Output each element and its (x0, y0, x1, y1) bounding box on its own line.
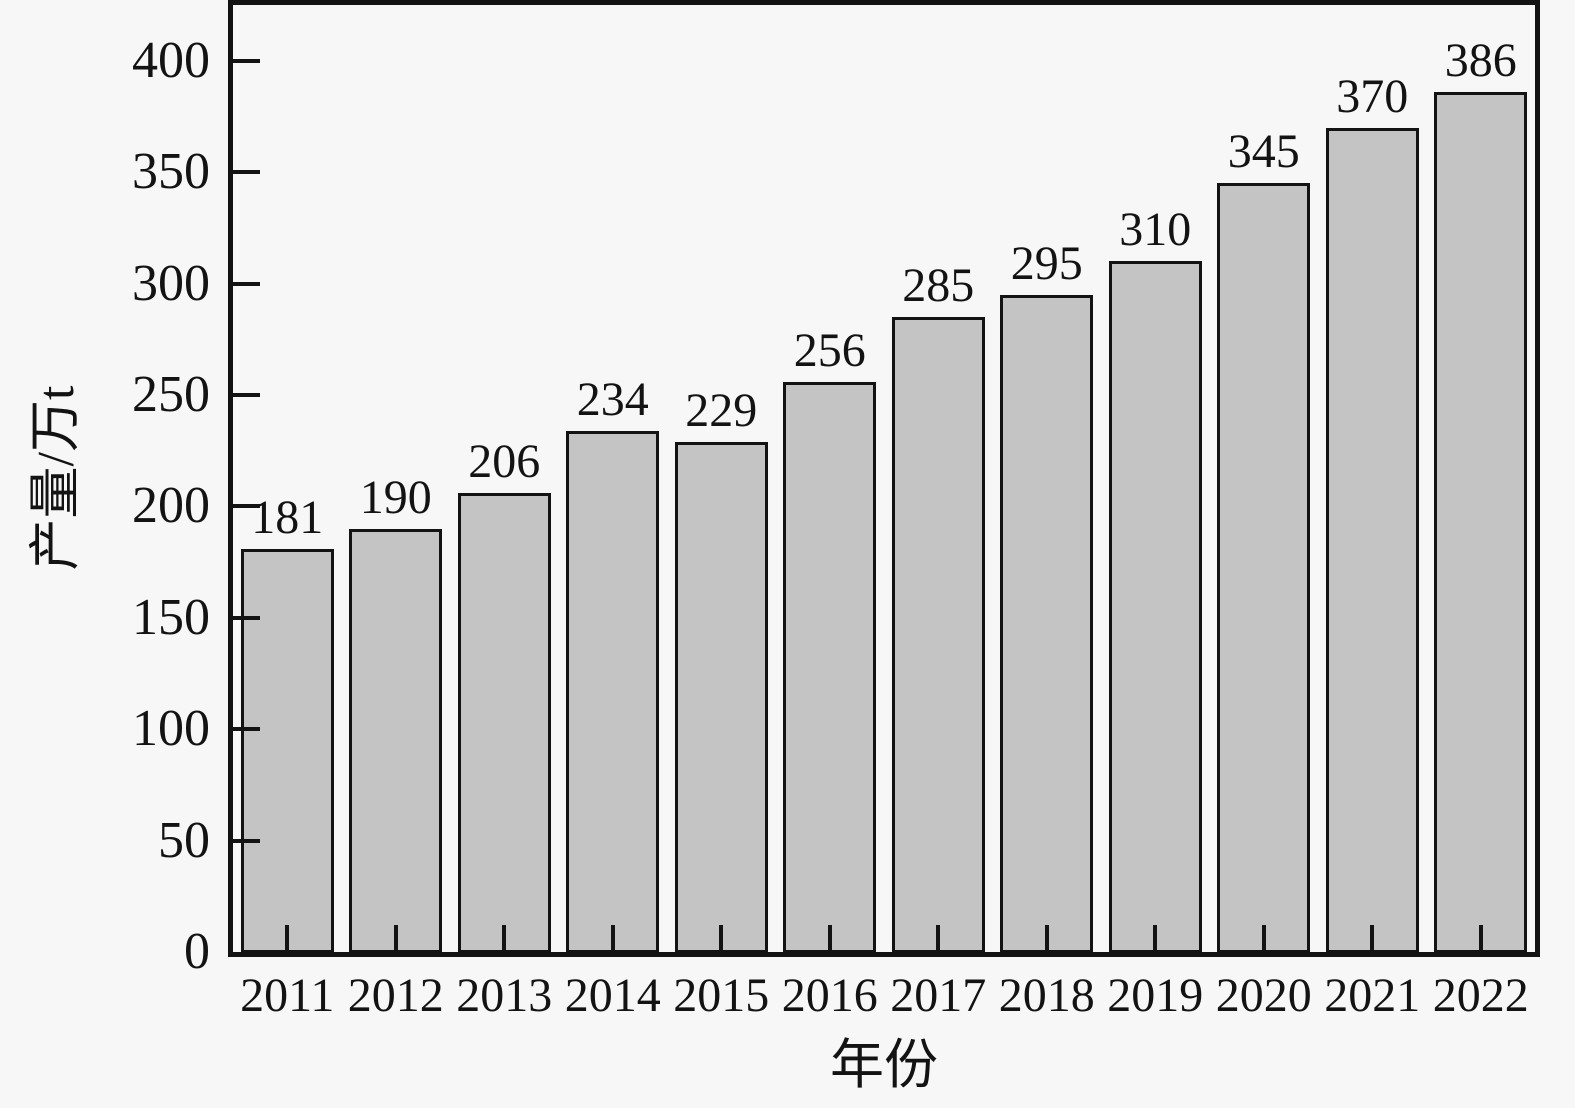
x-tick-label-2016: 2016 (781, 969, 878, 1022)
y-tick-label-400: 400 (132, 31, 210, 89)
y-tick-label-200: 200 (132, 477, 210, 535)
bar-2020 (1217, 183, 1311, 952)
x-tick-mark-2016 (827, 925, 832, 952)
bar-2014 (566, 431, 660, 952)
bar-2022 (1434, 92, 1528, 952)
bar-value-label-2020: 345 (1227, 125, 1300, 178)
bar-2021 (1325, 128, 1419, 952)
bar-value-label-2014: 234 (576, 373, 649, 426)
y-tick-mark-50 (233, 838, 260, 843)
plot-area: 181 190 206 234 229 256 285 295 310 345 370 386 (228, 0, 1540, 957)
x-tick-label-2019: 2019 (1107, 969, 1204, 1022)
bar-2018 (1000, 295, 1094, 952)
y-tick-label-100: 100 (132, 700, 210, 758)
bar-2013 (457, 493, 551, 952)
x-tick-label-2012: 2012 (347, 969, 444, 1022)
x-tick-mark-2013 (502, 925, 507, 952)
bar-value-label-2021: 370 (1336, 70, 1409, 123)
bar-value-label-2013: 206 (468, 435, 541, 488)
x-tick-label-2021: 2021 (1324, 969, 1421, 1022)
y-tick-mark-100 (233, 727, 260, 732)
y-tick-mark-200 (233, 504, 260, 509)
x-tick-mark-2020 (1261, 925, 1266, 952)
bar-2016 (783, 382, 877, 952)
x-tick-label-2017: 2017 (890, 969, 987, 1022)
bar-2011 (240, 549, 334, 952)
y-tick-label-50: 50 (158, 811, 210, 869)
x-tick-label-2011: 2011 (240, 969, 335, 1022)
x-tick-mark-2021 (1370, 925, 1375, 952)
x-tick-mark-2019 (1153, 925, 1158, 952)
x-tick-label-2020: 2020 (1215, 969, 1312, 1022)
bar-value-label-2017: 285 (902, 259, 975, 312)
x-tick-mark-2015 (719, 925, 724, 952)
bar-2017 (891, 317, 985, 952)
x-tick-mark-2017 (936, 925, 941, 952)
bar-value-label-2012: 190 (359, 471, 432, 524)
bar-value-label-2022: 386 (1444, 34, 1517, 87)
y-tick-mark-400 (233, 58, 260, 63)
y-tick-mark-350 (233, 170, 260, 175)
bar-2015 (674, 442, 768, 952)
x-tick-label-2015: 2015 (673, 969, 770, 1022)
bar-value-label-2011: 181 (251, 491, 324, 544)
bar-value-label-2018: 295 (1010, 237, 1083, 290)
y-tick-label-300: 300 (132, 254, 210, 312)
bar-value-label-2016: 256 (793, 324, 866, 377)
x-tick-mark-2022 (1478, 925, 1483, 952)
y-tick-mark-300 (233, 281, 260, 286)
x-tick-label-2014: 2014 (564, 969, 661, 1022)
x-tick-label-2018: 2018 (998, 969, 1095, 1022)
y-tick-mark-250 (233, 392, 260, 397)
x-tick-mark-2012 (393, 925, 398, 952)
bar-value-label-2015: 229 (685, 384, 758, 437)
y-tick-label-350: 350 (132, 143, 210, 201)
bar-2019 (1108, 261, 1202, 952)
x-tick-label-2022: 2022 (1432, 969, 1529, 1022)
y-tick-label-250: 250 (132, 365, 210, 423)
bar-value-label-2019: 310 (1119, 203, 1192, 256)
y-tick-label-150: 150 (132, 588, 210, 646)
x-tick-mark-2014 (610, 925, 615, 952)
x-tick-mark-2011 (285, 925, 290, 952)
bar-2012 (349, 529, 443, 952)
x-axis-title: 年份 (830, 1035, 938, 1095)
x-tick-mark-2018 (1044, 925, 1049, 952)
y-tick-mark-150 (233, 615, 260, 620)
y-tick-label-0: 0 (184, 923, 210, 980)
x-tick-label-2013: 2013 (456, 969, 553, 1022)
